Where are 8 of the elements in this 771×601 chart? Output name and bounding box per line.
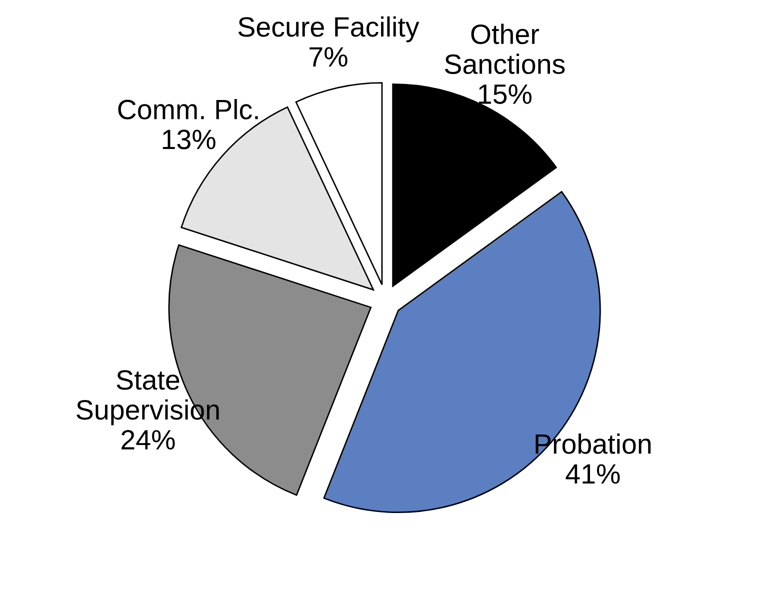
slice-label: Other Sanctions xyxy=(444,24,565,74)
data-label: 24% xyxy=(122,430,175,450)
slice-label: Secure Facility xyxy=(238,16,420,42)
data-label: 13% xyxy=(162,130,216,150)
data-label: 7% xyxy=(310,47,348,67)
slice-label: Comm. Plc. xyxy=(118,98,258,120)
data-label: 41% xyxy=(566,464,620,484)
data-label: 15% xyxy=(479,84,532,104)
